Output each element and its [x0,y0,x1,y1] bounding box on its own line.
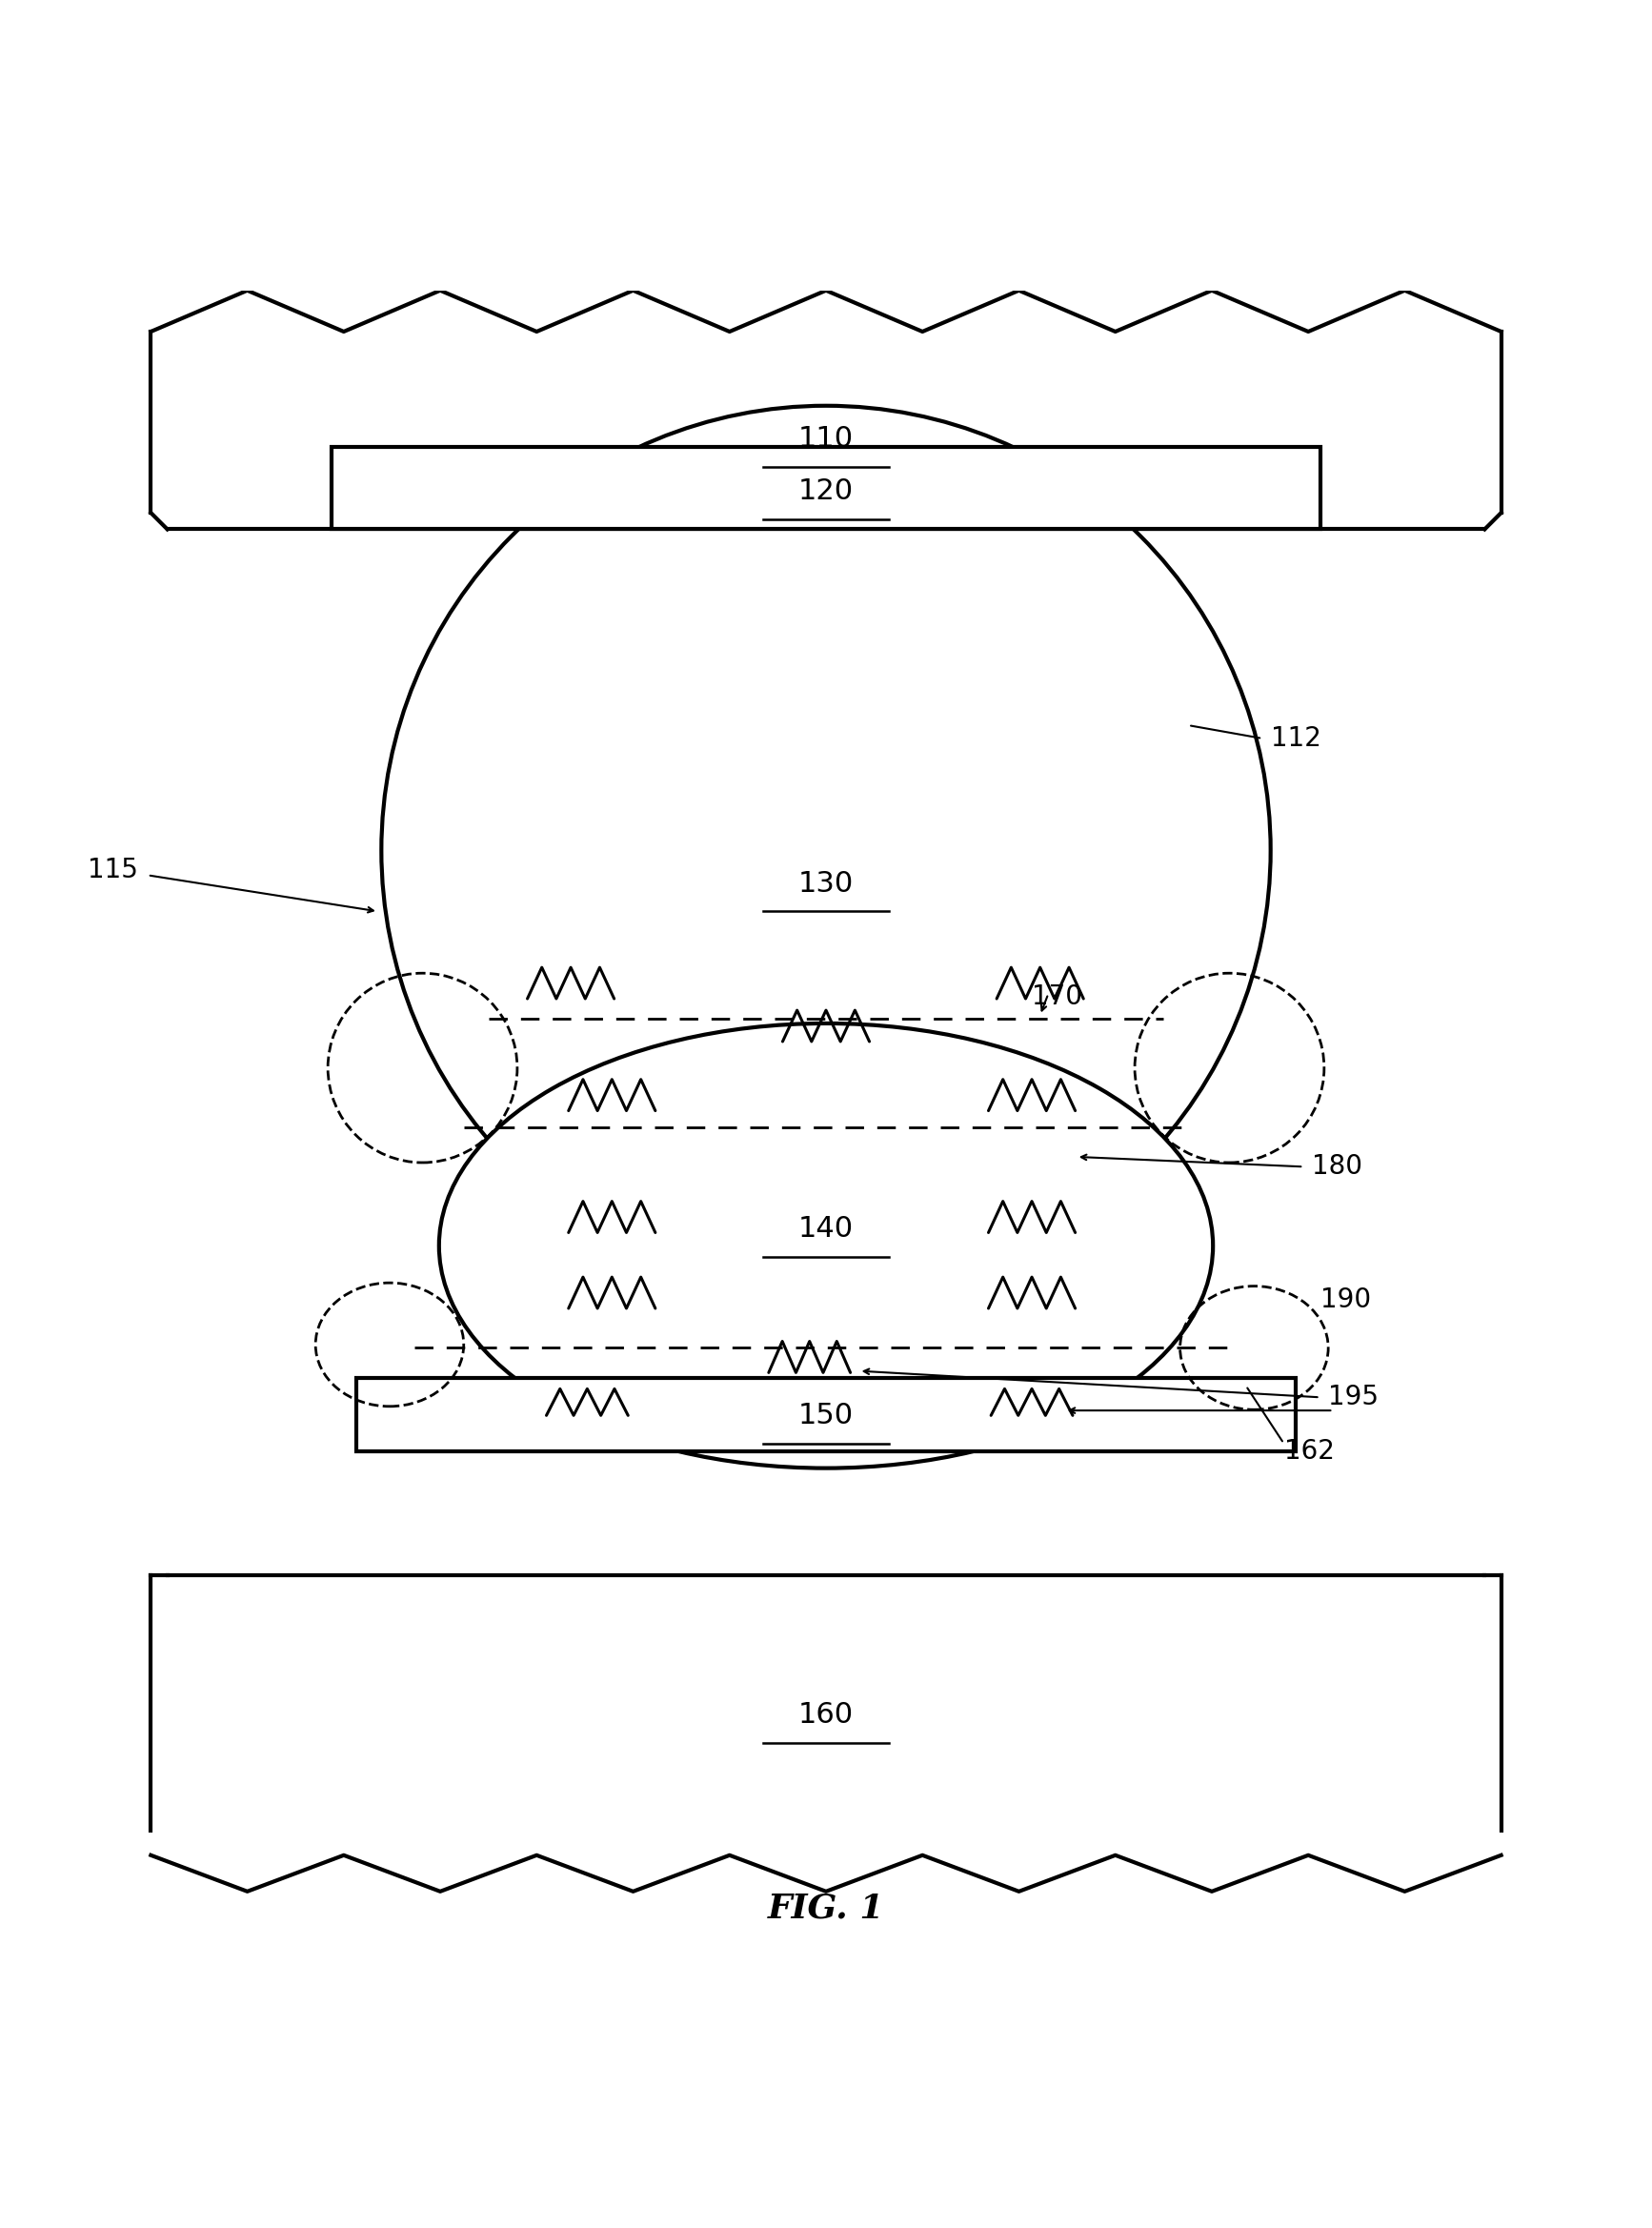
Text: 115: 115 [88,858,137,885]
Text: 150: 150 [798,1401,854,1428]
Bar [332,448,1320,530]
Bar [448,851,1204,1245]
Text: 190: 190 [1320,1288,1371,1315]
Bar [357,1377,1295,1453]
Text: 195: 195 [1328,1384,1379,1410]
Text: FIG. 1: FIG. 1 [768,1892,884,1925]
Text: 130: 130 [798,869,854,898]
Ellipse shape [439,1023,1213,1468]
Text: 170: 170 [1032,983,1082,1009]
Text: 110: 110 [798,426,854,452]
Text: 120: 120 [798,477,854,506]
Ellipse shape [382,405,1270,1294]
Text: 140: 140 [798,1216,854,1243]
Text: 160: 160 [798,1702,854,1729]
Text: 162: 162 [1284,1439,1335,1466]
Text: 112: 112 [1270,724,1322,751]
Text: 180: 180 [1312,1154,1363,1181]
